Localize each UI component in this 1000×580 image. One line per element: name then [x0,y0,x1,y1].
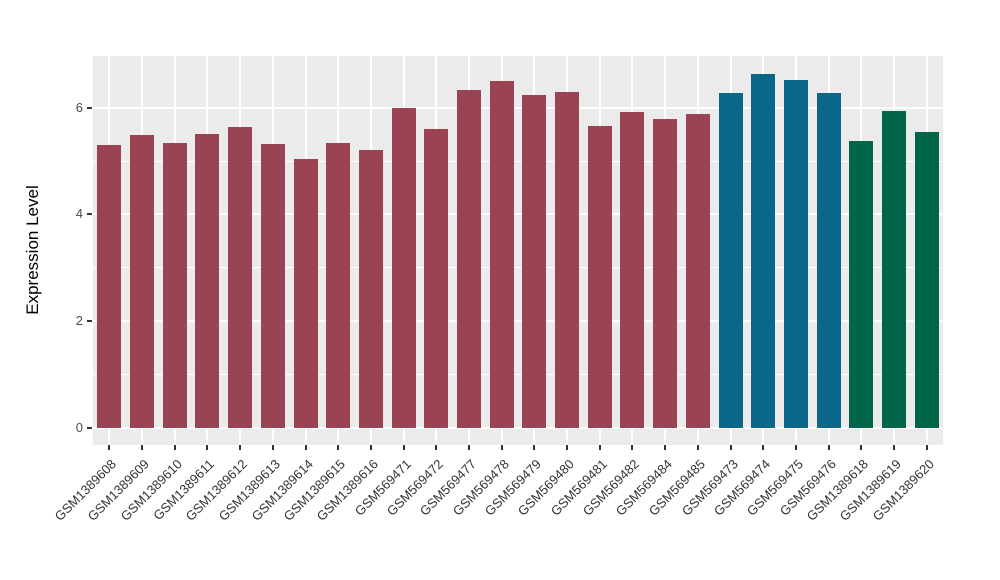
bar-GSM1389612 [228,126,253,428]
y-axis-title: Expression Level [23,185,42,315]
y-tick-label: 4 [75,206,83,222]
x-tick-mark [827,445,830,450]
x-tick-mark [533,445,536,450]
x-tick-mark [141,445,144,450]
x-tick-mark [369,445,372,450]
bar-GSM569473 [718,93,743,428]
bar-GSM569475 [783,79,808,428]
bar-GSM1389610 [162,142,187,428]
x-tick-mark [566,445,569,450]
x-tick-mark [729,445,732,450]
major-gridline [93,213,943,216]
x-tick-mark [304,445,307,450]
bar-GSM569472 [424,129,449,428]
x-tick-mark [337,445,340,450]
bar-GSM569479 [522,95,547,428]
bar-GSM569477 [456,89,481,428]
bar-GSM1389619 [881,110,906,428]
bar-GSM569476 [816,93,841,428]
x-tick-mark [108,445,111,450]
x-tick-mark [173,445,176,450]
x-tick-mark [206,445,209,450]
x-tick-mark [402,445,405,450]
bar-GSM1389615 [326,143,351,428]
bar-GSM569480 [555,91,580,428]
major-gridline [93,427,943,429]
y-tick-mark [87,320,92,323]
x-tick-mark [664,445,667,450]
x-tick-mark [762,445,765,450]
bar-GSM1389618 [849,140,874,428]
bar-GSM1389613 [260,144,285,428]
major-gridline [93,106,943,109]
minor-gridline [93,374,943,376]
x-tick-mark [239,445,242,450]
bar-GSM569484 [653,119,678,428]
y-tick-label: 0 [75,420,83,435]
minor-gridline [93,160,943,162]
y-tick-mark [87,106,92,109]
x-tick-mark [500,445,503,450]
x-tick-mark [435,445,438,450]
y-tick-mark [87,213,92,216]
x-tick-mark [631,445,634,450]
bar-GSM569478 [489,81,514,428]
minor-gridline [93,267,943,269]
bar-GSM1389616 [358,150,383,428]
bar-GSM569474 [751,73,776,428]
y-tick-label: 6 [75,99,83,115]
x-tick-mark [794,445,797,450]
x-tick-mark [467,445,470,450]
major-gridline [93,320,943,323]
bar-GSM1389609 [130,135,155,428]
x-tick-mark [860,445,863,450]
bar-GSM569482 [620,111,645,428]
bar-GSM1389608 [97,144,122,428]
bar-GSM569471 [391,107,416,428]
y-tick-mark [87,427,92,429]
y-tick-label: 2 [75,313,83,329]
bar-GSM569485 [685,113,710,428]
bar-GSM1389620 [914,132,939,428]
x-tick-mark [696,445,699,450]
x-tick-mark [598,445,601,450]
plot-panel [93,56,943,445]
bar-GSM569481 [587,125,612,428]
bar-GSM1389611 [195,134,220,428]
bar-GSM1389614 [293,159,318,428]
x-tick-mark [892,445,895,450]
x-tick-mark [271,445,274,450]
x-tick-mark [925,445,928,450]
